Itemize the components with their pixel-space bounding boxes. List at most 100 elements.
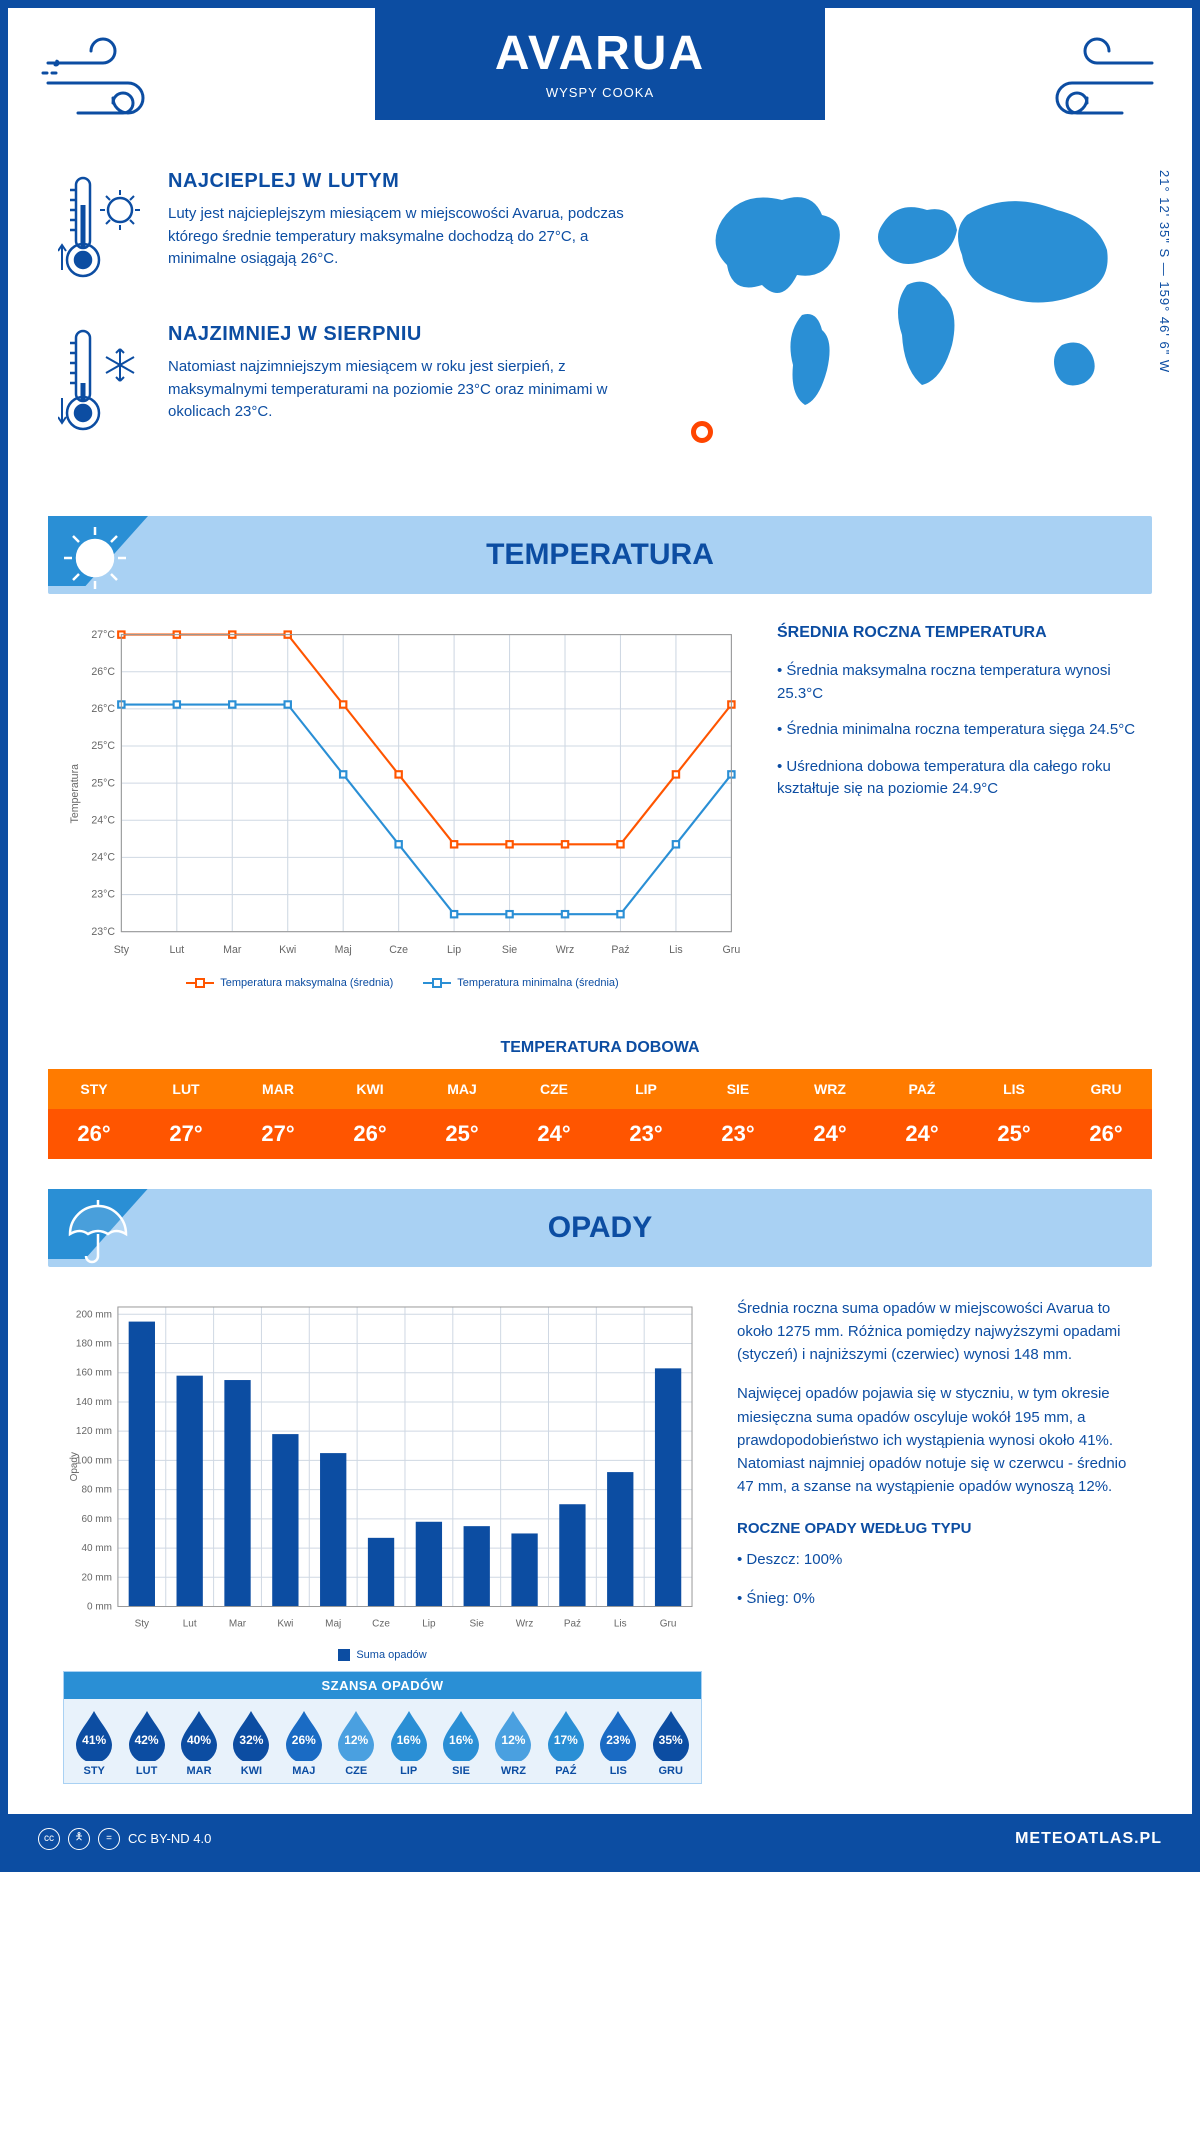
umbrella-icon [58,1194,133,1269]
month-value: 26° [1060,1109,1152,1159]
temperature-summary: ŚREDNIA ROCZNA TEMPERATURA • Średnia mak… [777,624,1137,989]
temp-legend: Temperatura maksymalna (średnia) Tempera… [63,977,742,989]
rain-chance-strip: SZANSA OPADÓW 41% STY 42% LUT 40% MAR 32… [63,1671,702,1784]
month-head: LIP [600,1069,692,1109]
month-value: 25° [416,1109,508,1159]
chance-month: SIE [435,1765,487,1777]
svg-text:24°C: 24°C [91,852,115,864]
avg-temp-title: ŚREDNIA ROCZNA TEMPERATURA [777,624,1137,642]
temperature-line-chart: 23°C23°C24°C24°C25°C25°C26°C26°C27°CStyL… [63,624,742,989]
month-value: 24° [508,1109,600,1159]
legend-min: Temperatura minimalna (średnia) [457,977,618,989]
daily-temp-title: TEMPERATURA DOBOWA [8,1039,1192,1057]
svg-text:Opady: Opady [69,1452,80,1481]
footer: cc 🯅 = CC BY-ND 4.0 METEOATLAS.PL [8,1814,1192,1864]
svg-text:140 mm: 140 mm [76,1396,112,1407]
svg-text:100 mm: 100 mm [76,1455,112,1466]
precip-para: Średnia roczna suma opadów w miejscowośc… [737,1297,1137,1367]
svg-text:Cze: Cze [389,944,408,956]
svg-text:Kwi: Kwi [277,1618,293,1629]
wind-icon [1012,28,1162,138]
license-text: CC BY-ND 4.0 [128,1831,211,1846]
svg-text:Mar: Mar [223,944,242,956]
svg-text:23°C: 23°C [91,926,115,938]
coldest-text: NAJZIMNIEJ W SIERPNIU Natomiast najzimni… [168,323,652,448]
rain-chance-cell: 32% KWI [225,1709,277,1777]
coldest-title: NAJZIMNIEJ W SIERPNIU [168,323,652,346]
chance-month: LIP [382,1765,434,1777]
raindrop-icon: 40% [177,1709,221,1761]
rain-chance-cell: 42% LUT [120,1709,172,1777]
chance-month: LIS [592,1765,644,1777]
intro-left: NAJCIEPLEJ W LUTYM Luty jest najcieplejs… [58,170,652,476]
raindrop-icon: 42% [125,1709,169,1761]
chance-month: GRU [644,1765,696,1777]
svg-text:23°C: 23°C [91,889,115,901]
svg-text:160 mm: 160 mm [76,1367,112,1378]
raindrop-icon: 12% [491,1709,535,1761]
precipitation-body: 0 mm20 mm40 mm60 mm80 mm100 mm120 mm140 … [8,1267,1192,1794]
world-map-icon [682,170,1142,430]
month-head: KWI [324,1069,416,1109]
rain-chance-cell: 12% WRZ [487,1709,539,1777]
month-value: 25° [968,1109,1060,1159]
raindrop-icon: 41% [72,1709,116,1761]
month-value: 23° [692,1109,784,1159]
svg-text:Paź: Paź [611,944,629,956]
chance-month: MAJ [278,1765,330,1777]
svg-text:27°C: 27°C [91,629,115,641]
precip-type: • Śnieg: 0% [737,1587,1137,1610]
raindrop-icon: 16% [387,1709,431,1761]
svg-text:Lut: Lut [169,944,184,956]
svg-text:Maj: Maj [335,944,352,956]
svg-text:120 mm: 120 mm [76,1426,112,1437]
month-value: 26° [324,1109,416,1159]
raindrop-icon: 23% [596,1709,640,1761]
svg-text:Sie: Sie [470,1618,485,1629]
svg-text:25°C: 25°C [91,777,115,789]
month-head: GRU [1060,1069,1152,1109]
intro-section: NAJCIEPLEJ W LUTYM Luty jest najcieplejs… [8,140,1192,496]
svg-text:Lip: Lip [422,1618,436,1629]
svg-text:26°C: 26°C [91,666,115,678]
svg-text:Wrz: Wrz [556,944,575,956]
month-value: 27° [140,1109,232,1159]
svg-text:Lut: Lut [183,1618,197,1629]
month-value: 27° [232,1109,324,1159]
month-value: 24° [784,1109,876,1159]
chance-month: PAŹ [540,1765,592,1777]
raindrop-icon: 32% [229,1709,273,1761]
svg-text:Mar: Mar [229,1618,247,1629]
raindrop-icon: 17% [544,1709,588,1761]
legend-sum: Suma opadów [356,1649,426,1661]
rain-chance-cell: 40% MAR [173,1709,225,1777]
warmest-block: NAJCIEPLEJ W LUTYM Luty jest najcieplejs… [58,170,652,295]
svg-text:25°C: 25°C [91,740,115,752]
raindrop-icon: 35% [649,1709,693,1761]
precipitation-bar-chart: 0 mm20 mm40 mm60 mm80 mm100 mm120 mm140 … [63,1297,702,1784]
thermometer-sun-icon [58,170,148,295]
svg-text:Sty: Sty [135,1618,149,1629]
thermometer-snow-icon [58,323,148,448]
chance-month: LUT [120,1765,172,1777]
temp-bullet: • Uśredniona dobowa temperatura dla całe… [777,756,1137,801]
raindrop-icon: 16% [439,1709,483,1761]
svg-text:180 mm: 180 mm [76,1338,112,1349]
site-name: METEOATLAS.PL [1015,1830,1162,1848]
precip-type-title: ROCZNE OPADY WEDŁUG TYPU [737,1517,1137,1540]
chance-month: KWI [225,1765,277,1777]
month-value: 24° [876,1109,968,1159]
svg-text:26°C: 26°C [91,703,115,715]
month-head: LIS [968,1069,1060,1109]
svg-text:Gru: Gru [723,944,741,956]
section-title: OPADY [548,1211,652,1244]
month-value: 23° [600,1109,692,1159]
svg-text:24°C: 24°C [91,814,115,826]
svg-text:80 mm: 80 mm [81,1484,111,1495]
page-subtitle: WYSPY COOKA [495,85,705,100]
month-head: SIE [692,1069,784,1109]
daily-temp-table: STYLUTMARKWIMAJCZELIPSIEWRZPAŹLISGRU 26°… [48,1069,1152,1159]
coordinates: 21° 12' 35" S — 159° 46' 6" W [1157,170,1172,373]
section-header-precipitation: OPADY [48,1189,1152,1267]
svg-text:Lis: Lis [614,1618,627,1629]
